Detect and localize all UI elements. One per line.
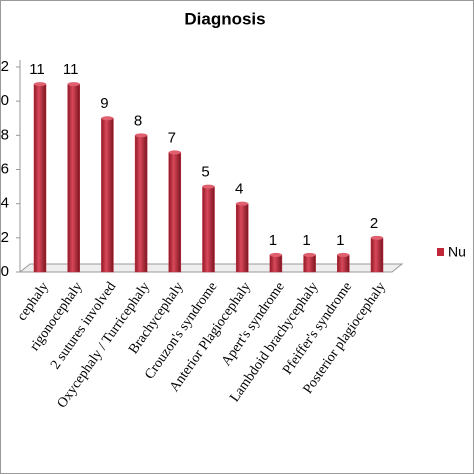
bar-cap (371, 235, 383, 240)
value-label: 5 (201, 164, 209, 181)
bar-cap (34, 82, 46, 87)
value-label: 8 (134, 112, 142, 129)
value-label: 11 (63, 61, 79, 78)
y-tick-label: 2 (1, 229, 9, 246)
value-label: 1 (336, 232, 344, 249)
y-tick-label: 0 (1, 263, 9, 280)
value-label: 1 (269, 232, 277, 249)
bar-cap (303, 252, 316, 257)
y-tick-label: 12 (0, 58, 9, 75)
y-tick-label: 10 (0, 92, 9, 109)
bar (101, 118, 114, 273)
value-label: 11 (29, 61, 45, 78)
bar-cap (337, 252, 350, 257)
chart-title: Diagnosis (184, 9, 265, 28)
bar (303, 254, 316, 273)
value-label: 9 (100, 95, 108, 112)
bar-cap (67, 82, 80, 87)
bar (269, 254, 283, 273)
bar-cap (269, 252, 282, 257)
bar-cap (101, 116, 114, 121)
y-tick-label: 8 (1, 126, 9, 143)
bar-cap (168, 150, 181, 155)
value-label: 7 (168, 129, 176, 146)
bar-cap (202, 184, 215, 189)
bar (168, 152, 182, 273)
bar-cap (236, 201, 249, 206)
bar-cap (135, 133, 148, 138)
bar (134, 135, 148, 273)
bar (33, 83, 47, 273)
bar (235, 203, 249, 273)
value-label: 4 (235, 181, 243, 198)
bar (370, 237, 384, 273)
value-label: 1 (302, 232, 310, 249)
y-tick-label: 6 (1, 160, 9, 177)
bar (337, 254, 350, 273)
bar (67, 83, 80, 273)
legend-swatch (437, 248, 444, 256)
y-tick-label: 4 (1, 195, 9, 212)
value-label: 2 (370, 215, 378, 232)
bar (202, 186, 215, 273)
legend-label: Nu (448, 244, 466, 260)
